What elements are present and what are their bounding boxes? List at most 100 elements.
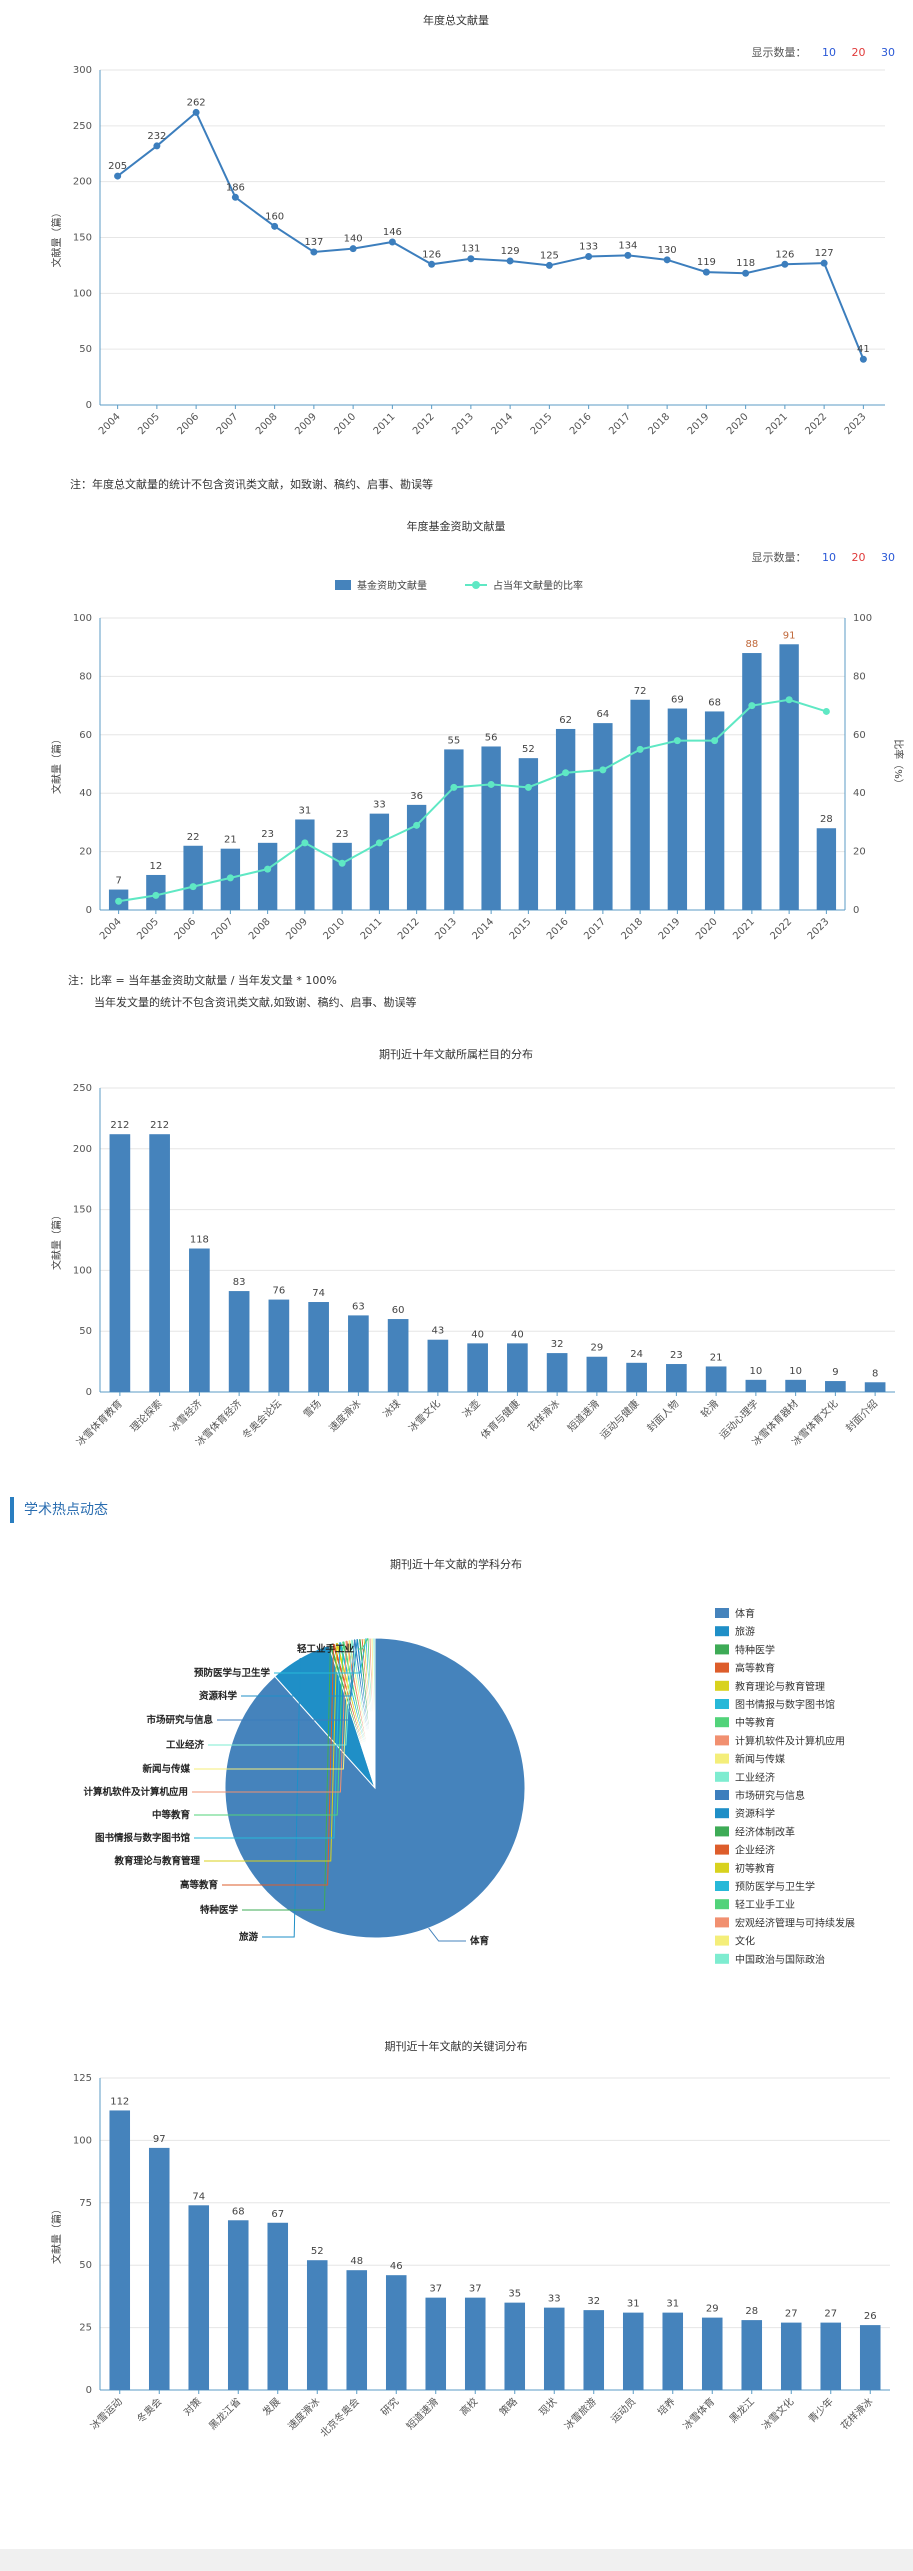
data-point — [349, 245, 357, 253]
pie-leader-line — [194, 1641, 344, 1816]
x-tick-label: 2011 — [372, 411, 398, 437]
data-point — [624, 251, 632, 259]
x-tick-label: 2013 — [433, 916, 459, 942]
y-tick-label: 50 — [79, 1326, 92, 1337]
data-label: 32 — [587, 2296, 600, 2307]
bar — [546, 1353, 568, 1392]
x-tick-label: 冰雪文化 — [406, 1397, 443, 1434]
x-tick-label: 2005 — [136, 411, 162, 437]
legend-swatch — [715, 1735, 729, 1746]
x-tick-label: 2009 — [293, 411, 319, 437]
y2-tick-label: 100 — [853, 613, 872, 624]
x-tick-label: 2005 — [135, 916, 161, 942]
y-tick-label: 150 — [73, 1205, 92, 1216]
data-label: 118 — [736, 258, 755, 269]
data-point — [585, 252, 593, 260]
count-option-10[interactable]: 10 — [822, 46, 836, 59]
data-label: 22 — [187, 832, 200, 843]
data-label: 52 — [311, 2246, 324, 2257]
y-tick-label: 250 — [73, 121, 92, 132]
x-tick-label: 理论探索 — [127, 1397, 164, 1434]
ratio-point — [152, 891, 160, 899]
bar — [109, 1134, 131, 1392]
bar — [228, 1291, 250, 1392]
legend-label: 图书情报与数字图书馆 — [735, 1698, 835, 1711]
chart-note-2: 当年发文量的统计不包含资讯类文献,如致谢、稿约、启事、勘误等 — [94, 996, 417, 1009]
data-label: 32 — [551, 1339, 564, 1350]
y2-tick-label: 20 — [853, 847, 866, 858]
x-tick-label: 黑龙江 — [726, 2395, 756, 2425]
y-tick-label: 60 — [79, 730, 92, 741]
data-label: 62 — [559, 715, 572, 726]
legend-swatch — [715, 1608, 729, 1618]
x-tick-label: 冰雪体育教育 — [73, 1397, 125, 1449]
legend-label: 经济体制改革 — [735, 1825, 795, 1838]
legend-label: 宏观经济管理与可持续发展 — [735, 1916, 855, 1929]
y-axis-label: 文献量（篇） — [50, 1210, 63, 1270]
bar — [704, 711, 725, 910]
count-option-30[interactable]: 30 — [881, 46, 895, 59]
bar — [267, 2222, 289, 2390]
legend-swatch — [715, 1935, 729, 1946]
x-tick-label: 冰球 — [380, 1397, 403, 1420]
pie-leader-line — [274, 1638, 367, 1674]
y-tick-label: 100 — [73, 1265, 92, 1276]
data-label: 125 — [540, 250, 559, 261]
x-tick-label: 2012 — [411, 411, 437, 437]
y-tick-label: 0 — [86, 2385, 92, 2396]
data-point — [231, 193, 239, 201]
data-label: 60 — [392, 1305, 405, 1316]
count-option-20[interactable]: 20 — [851, 551, 866, 564]
pie-slice — [372, 1637, 376, 1789]
fund-literature-panel: 年度基金资助文献量 0 20 40 60 80 100 文献量（篇） 0 20 40 60 80 100… — [0, 510, 913, 1030]
count-option-10[interactable]: 10 — [822, 551, 836, 564]
data-label: 129 — [501, 246, 520, 257]
legend-label: 工业经济 — [735, 1771, 775, 1784]
legend-label: 预防医学与卫生学 — [735, 1880, 815, 1893]
data-label: 23 — [261, 829, 274, 840]
data-label: 76 — [273, 1286, 286, 1297]
bar — [820, 2322, 842, 2390]
data-label: 29 — [591, 1343, 604, 1354]
legend-label: 文化 — [735, 1935, 755, 1948]
data-label: 63 — [352, 1301, 365, 1312]
bar — [785, 1379, 806, 1392]
pie-leader-line — [242, 1644, 331, 1911]
data-point — [506, 257, 514, 265]
data-point — [310, 248, 318, 256]
x-tick-label: 轮滑 — [698, 1397, 721, 1420]
data-label: 212 — [110, 1120, 129, 1131]
ratio-point — [785, 696, 793, 704]
x-tick-label: 花样滑冰 — [525, 1397, 562, 1434]
x-tick-label: 封面人物 — [644, 1397, 681, 1434]
x-tick-label: 2016 — [568, 411, 594, 437]
data-label: 91 — [783, 630, 796, 641]
bar — [779, 644, 799, 910]
x-tick-label: 2008 — [247, 916, 273, 942]
bar — [295, 819, 315, 910]
ratio-point — [711, 737, 719, 745]
count-option-30[interactable]: 30 — [881, 551, 895, 564]
ratio-point — [189, 883, 197, 891]
data-label: 29 — [706, 2304, 719, 2315]
data-label: 212 — [150, 1120, 169, 1131]
x-tick-label: 2018 — [619, 916, 645, 942]
bar — [387, 1319, 409, 1392]
bar — [745, 1379, 767, 1392]
pie-label: 中等教育 — [152, 1809, 191, 1821]
bar — [622, 2312, 644, 2390]
data-label: 68 — [708, 697, 721, 708]
x-tick-label: 2007 — [215, 411, 241, 437]
legend-swatch — [715, 1771, 729, 1782]
x-tick-label: 花样滑冰 — [838, 2395, 875, 2432]
x-tick-label: 2014 — [489, 411, 515, 437]
bar — [189, 1248, 210, 1392]
y-tick-label: 25 — [79, 2323, 92, 2334]
y-tick-label: 50 — [79, 2260, 92, 2271]
count-option-20[interactable]: 20 — [851, 46, 866, 59]
pie-label: 教育理论与教育管理 — [113, 1855, 200, 1867]
chart-title: 期刊近十年文献的关键词分布 — [385, 2039, 528, 2053]
y-tick-label: 80 — [79, 671, 92, 682]
ratio-line — [118, 698, 827, 903]
y-axis-label: 文献量（篇） — [50, 734, 63, 794]
